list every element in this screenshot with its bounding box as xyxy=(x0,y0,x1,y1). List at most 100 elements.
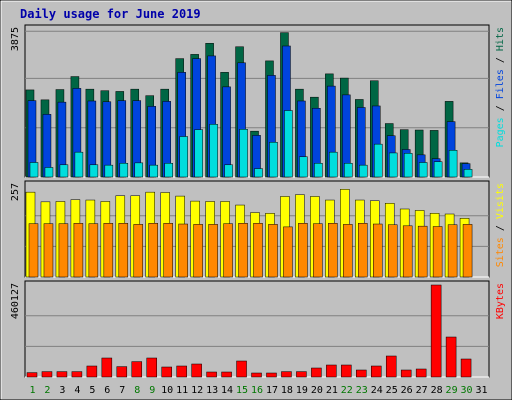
bar-kbytes xyxy=(71,371,83,378)
legend-item: Hits xyxy=(495,27,506,51)
bar-kbytes xyxy=(266,372,277,378)
bar-kbytes xyxy=(371,365,382,378)
bar-kbytes xyxy=(281,371,292,378)
bar-sites xyxy=(283,226,293,278)
bar-pages xyxy=(104,164,114,178)
x-axis-day-label: 26 xyxy=(401,385,413,396)
bar-kbytes xyxy=(296,371,307,378)
bar-sites xyxy=(88,223,99,278)
x-axis-day-label: 25 xyxy=(386,385,398,396)
bar-kbytes xyxy=(445,336,457,378)
bar-pages xyxy=(433,161,443,178)
bar-kbytes xyxy=(26,372,38,378)
bar-pages xyxy=(329,151,338,178)
x-axis-day-label: 23 xyxy=(356,385,368,396)
bar-pages xyxy=(74,151,84,178)
bar-pages xyxy=(284,110,293,178)
panel-kbytes xyxy=(24,280,490,378)
x-axis-day-label: 24 xyxy=(371,385,383,396)
bar-sites xyxy=(148,223,158,278)
bar-pages xyxy=(224,164,233,178)
x-axis-day-label: 16 xyxy=(251,385,263,396)
x-axis-day-label: 9 xyxy=(149,385,155,396)
x-axis-day-label: 30 xyxy=(461,385,473,396)
bar-kbytes xyxy=(251,372,262,378)
bar-pages xyxy=(299,156,308,178)
bar-kbytes xyxy=(191,363,202,378)
bar-kbytes xyxy=(176,365,187,378)
bar-sites xyxy=(462,224,473,278)
legend-item: Files xyxy=(495,69,506,99)
x-axis-day-label: 4 xyxy=(74,385,80,396)
bar-kbytes xyxy=(206,371,217,378)
legend-item: Sites xyxy=(495,237,506,267)
y-axis-max-label: 3875 xyxy=(10,27,21,51)
legend-item: Pages xyxy=(495,117,506,147)
x-axis-day-label: 27 xyxy=(416,385,428,396)
bar-pages xyxy=(374,143,383,178)
x-axis-day-label: 7 xyxy=(119,385,125,396)
bar-kbytes xyxy=(341,364,352,378)
x-axis-day-label: 12 xyxy=(191,385,203,396)
x-axis-day-label: 3 xyxy=(59,385,65,396)
bar-kbytes xyxy=(101,357,113,378)
bar-sites xyxy=(133,224,144,278)
bar-kbytes xyxy=(311,367,322,378)
bar-pages xyxy=(59,164,69,178)
legend-item: KBytes xyxy=(495,283,506,319)
bar-kbytes xyxy=(116,366,128,378)
x-axis-day-label: 20 xyxy=(311,385,323,396)
bar-pages xyxy=(119,163,129,178)
bar-sites xyxy=(373,223,383,278)
bar-sites xyxy=(178,223,188,278)
x-axis-day-label: 10 xyxy=(161,385,173,396)
x-axis-day-label: 15 xyxy=(236,385,248,396)
x-axis-day-label: 17 xyxy=(266,385,278,396)
x-axis-day-label: 1 xyxy=(29,385,35,396)
bar-sites xyxy=(118,223,129,278)
bar-sites xyxy=(268,224,278,278)
bar-pages xyxy=(179,136,188,178)
bar-kbytes xyxy=(430,284,442,378)
bar-kbytes xyxy=(460,358,472,378)
x-axis-day-label: 19 xyxy=(296,385,308,396)
bar-sites xyxy=(163,223,173,278)
x-axis-day-label: 28 xyxy=(431,385,443,396)
legend-visits-sites: Sites / Visits xyxy=(495,183,506,267)
bar-kbytes xyxy=(131,361,143,378)
bar-pages xyxy=(448,150,458,178)
chart-title: Daily usage for June 2019 xyxy=(20,7,201,21)
bar-pages xyxy=(403,153,413,178)
x-axis-day-label: 2 xyxy=(44,385,50,396)
bar-sites xyxy=(313,223,323,278)
bar-sites xyxy=(447,224,458,278)
legend-separator: / xyxy=(495,99,506,117)
bar-kbytes xyxy=(236,360,247,378)
bar-files xyxy=(222,86,231,178)
legend-hits-files-pages: Pages / Files / Hits xyxy=(495,27,506,147)
bar-sites xyxy=(343,224,353,278)
bar-pages xyxy=(239,129,248,178)
y-axis-max-label: 460127 xyxy=(10,283,21,319)
x-axis-day-label: 29 xyxy=(446,385,458,396)
bar-pages xyxy=(269,141,278,178)
x-axis-day-label: 8 xyxy=(134,385,140,396)
bar-pages xyxy=(314,163,323,178)
bar-sites xyxy=(28,223,39,278)
bar-kbytes xyxy=(221,371,232,378)
bar-pages xyxy=(89,164,99,178)
x-axis-day-label: 22 xyxy=(341,385,353,396)
bar-kbytes xyxy=(146,357,157,378)
x-axis-day-label: 21 xyxy=(326,385,338,396)
legend-separator: / xyxy=(495,51,506,69)
bar-sites xyxy=(253,223,263,278)
bar-pages xyxy=(29,162,39,178)
x-axis-day-label: 13 xyxy=(206,385,218,396)
bar-sites xyxy=(298,223,308,278)
bar-pages xyxy=(164,163,173,178)
bar-sites xyxy=(238,223,248,278)
bar-sites xyxy=(432,226,443,278)
bar-sites xyxy=(402,225,413,278)
bar-sites xyxy=(193,224,203,278)
